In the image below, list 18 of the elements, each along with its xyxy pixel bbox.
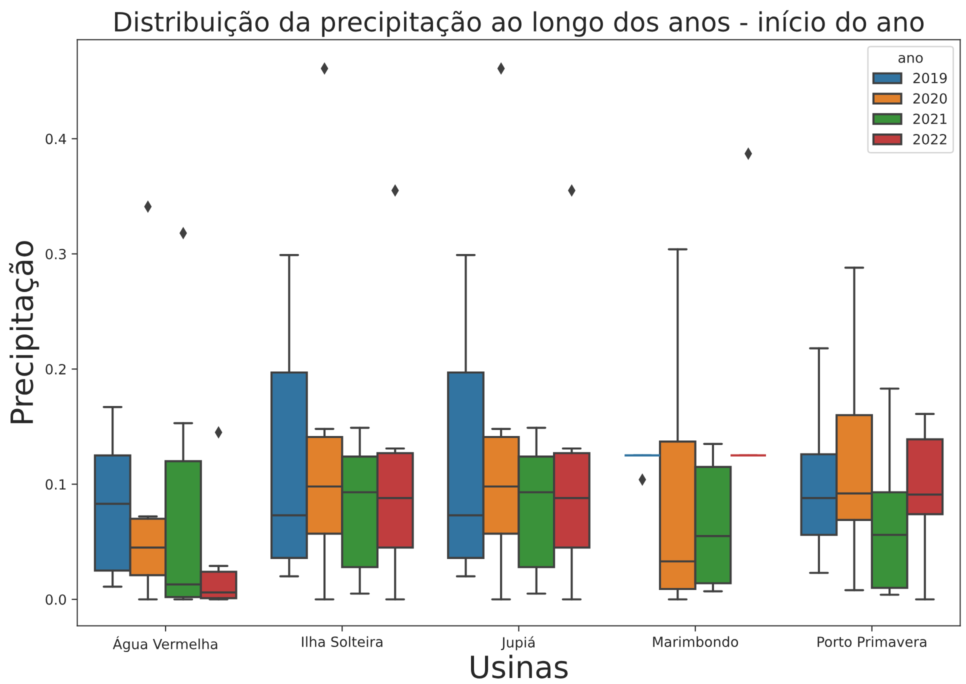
chart-title: Distribuição da precipitação ao longo dos anos - início do ano [115, 10, 924, 37]
legend-label: 2021 [913, 114, 946, 124]
legend-label: 2019 [913, 72, 947, 84]
y-tick-label: 0.2 [46, 364, 66, 375]
x-tick-label: Jupiá [500, 636, 535, 650]
x-tick-label: Marimbondo [653, 636, 738, 648]
x-tick-label: Ilha Solteira [302, 636, 382, 648]
x-axis-title: Usinas [471, 654, 568, 678]
legend-title: ano [898, 54, 923, 63]
y-axis-title: Precipitação [9, 241, 40, 424]
y-tick-label: 0.1 [46, 479, 66, 490]
y-tick-label: 0.4 [46, 134, 66, 144]
legend-label: 2022 [913, 134, 946, 144]
legend-label: 2020 [913, 93, 947, 104]
x-tick-label: Porto Primavera [818, 636, 926, 648]
y-tick-label: 0.3 [46, 248, 66, 260]
x-tick-label: Água Vermelha [112, 636, 218, 652]
y-tick-label: 0.0 [46, 594, 66, 605]
